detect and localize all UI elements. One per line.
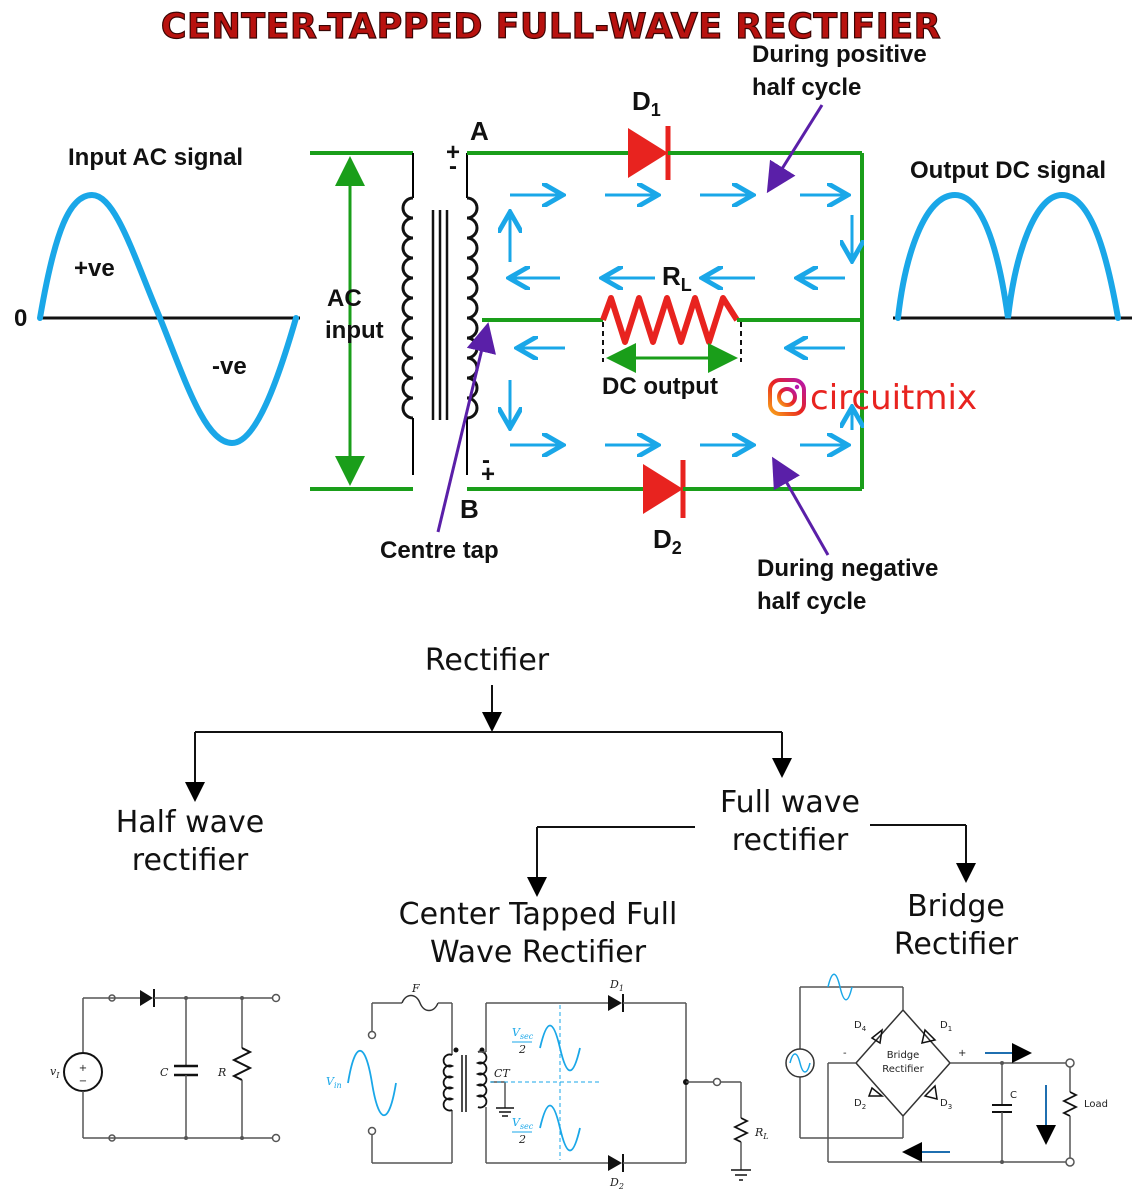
svg-text:D3: D3 bbox=[940, 1098, 952, 1111]
minus-bottom-label: - bbox=[482, 447, 490, 474]
svg-text:CT: CT bbox=[494, 1067, 511, 1080]
d1-diode bbox=[628, 128, 668, 178]
d2-diode bbox=[643, 464, 683, 514]
svg-text:Bridge: Bridge bbox=[887, 1050, 920, 1061]
output-rectified-wave bbox=[895, 191, 1121, 321]
node-b-label: B bbox=[460, 494, 479, 524]
svg-text:-: - bbox=[843, 1048, 847, 1059]
svg-text:R: R bbox=[217, 1066, 226, 1079]
rl-label: RL bbox=[662, 261, 692, 295]
dc-output-label: DC output bbox=[602, 373, 718, 400]
ac-label: AC bbox=[327, 285, 362, 312]
tree-bridge: Bridge Rectifier bbox=[894, 889, 1019, 962]
load-resistor bbox=[600, 295, 740, 345]
input-sine-wave bbox=[37, 191, 299, 447]
centre-tap-label: Centre tap bbox=[380, 537, 499, 564]
tree-root: Rectifier bbox=[425, 643, 550, 678]
secondary-coil bbox=[466, 196, 479, 420]
tree-full-wave: Full wave rectifier bbox=[720, 785, 860, 858]
current-arrows-load bbox=[512, 278, 845, 348]
brand-label: circuitmix bbox=[810, 378, 977, 418]
positive-half-label: +ve bbox=[74, 255, 115, 282]
current-arrows-positive bbox=[510, 195, 852, 430]
instagram-icon bbox=[768, 378, 806, 416]
minus-top-label: - bbox=[449, 153, 457, 180]
svg-text:C: C bbox=[160, 1066, 169, 1079]
svg-text:F: F bbox=[411, 982, 420, 995]
svg-text:RL: RL bbox=[754, 1126, 769, 1141]
tree-half-wave: Half wave rectifier bbox=[116, 805, 265, 878]
svg-text:Rectifier: Rectifier bbox=[882, 1064, 924, 1075]
during-negative-label: During negative half cycle bbox=[757, 555, 938, 615]
during-positive-label: During positive half cycle bbox=[752, 41, 927, 101]
svg-text:D1: D1 bbox=[609, 978, 624, 993]
negative-pointer bbox=[772, 456, 830, 556]
svg-text:+: + bbox=[79, 1063, 87, 1074]
center-tapped-schematic: F Vin CT D1 D2 RL Vsec 2 Vsec 2 bbox=[326, 978, 769, 1191]
svg-text:2: 2 bbox=[518, 1043, 526, 1056]
svg-text:Vin: Vin bbox=[326, 1075, 342, 1090]
svg-text:Vsec: Vsec bbox=[512, 1116, 534, 1131]
input-ac-signal-label: Input AC signal bbox=[68, 144, 243, 171]
svg-text:Load: Load bbox=[1084, 1099, 1108, 1110]
plus-top-label: + bbox=[446, 139, 460, 166]
svg-text:+: + bbox=[958, 1048, 966, 1059]
svg-text:Vsec: Vsec bbox=[512, 1026, 534, 1041]
input-label: input bbox=[325, 317, 384, 344]
svg-text:C: C bbox=[1010, 1090, 1017, 1101]
origin-zero-label: 0 bbox=[14, 305, 27, 332]
primary-coil bbox=[401, 196, 414, 420]
svg-text:−: − bbox=[79, 1076, 87, 1087]
svg-text:D1: D1 bbox=[940, 1020, 952, 1033]
svg-text:D2: D2 bbox=[854, 1098, 866, 1111]
centre-tap-pointer bbox=[436, 322, 496, 533]
svg-text:D4: D4 bbox=[854, 1020, 867, 1033]
svg-text:2: 2 bbox=[518, 1133, 526, 1146]
svg-text:D2: D2 bbox=[609, 1176, 624, 1191]
positive-pointer bbox=[766, 104, 824, 194]
svg-text:vI: vI bbox=[50, 1065, 60, 1080]
node-a-label: A bbox=[470, 116, 489, 146]
d1-label: D1 bbox=[632, 86, 661, 120]
tree-center-tapped: Center Tapped Full Wave Rectifier bbox=[399, 897, 678, 970]
page-title: CENTER-TAPPED FULL-WAVE RECTIFIER bbox=[161, 7, 941, 47]
half-wave-schematic: + − vI C R bbox=[50, 989, 281, 1143]
plus-bottom-label: + bbox=[481, 461, 495, 488]
d2-label: D2 bbox=[653, 524, 682, 558]
negative-half-label: -ve bbox=[212, 353, 247, 380]
bridge-schematic: D4 D1 D2 D3 Bridge Rectifier C Load + - bbox=[785, 973, 1108, 1167]
output-dc-signal-label: Output DC signal bbox=[910, 157, 1106, 184]
